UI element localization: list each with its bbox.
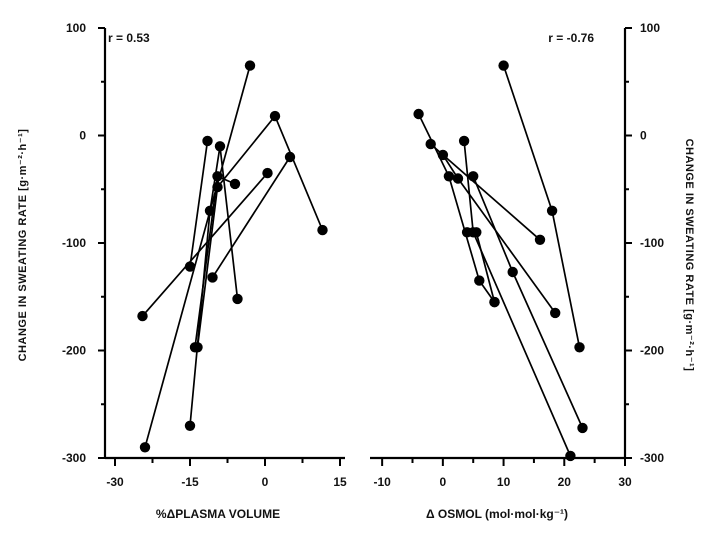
right-x-tick-label: 10 [497,475,511,489]
right-y-tick-label: 100 [640,21,660,35]
left-data-point [232,293,243,305]
right-annotation: r = -0.76 [548,31,594,45]
left-points [137,60,328,453]
left-y-tick-label: -300 [62,451,86,465]
left-data-point [184,261,196,272]
left-data-point [137,310,148,322]
left-data-point [202,135,213,147]
right-data-point [507,266,518,278]
left-series-line [211,156,291,278]
right-data-point [565,450,576,462]
left-lines [141,65,324,448]
left-data-point [214,141,226,152]
left-data-point [184,420,196,431]
left-data-point [244,60,256,71]
right-x-tick-label: 20 [558,475,572,489]
left-data-point [204,205,216,216]
left-data-point [139,442,151,453]
left-x-tick-label: 15 [333,475,347,489]
right-data-point [458,135,470,147]
left-axes [103,28,345,460]
right-series-line [467,231,496,303]
left-data-point [317,224,328,236]
right-x-tick-label: -10 [373,475,391,489]
left-y-tick-label: -200 [62,344,86,358]
left-data-point [269,110,281,122]
right-data-point [443,171,455,182]
right-data-point [574,342,585,353]
right-series-line [502,65,581,348]
left-y-tick-label: 100 [66,21,86,35]
right-data-point [498,60,509,71]
right-x-tick-label: 0 [440,475,447,489]
left-x-axis-label: %ΔPLASMA VOLUME [156,507,280,521]
right-data-point [452,173,464,184]
right-y-tick-label: -300 [640,451,664,465]
right-data-point [534,234,546,245]
right-x-tick-label: 30 [618,475,632,489]
right-data-point [546,205,558,216]
right-data-point [577,422,588,434]
left-data-point [229,178,241,190]
right-data-point [550,307,561,319]
right-x-axis-label: Δ OSMOL (mol·mol·kg⁻¹) [426,507,568,521]
left-x-tick-label: 0 [262,475,269,489]
right-axes [370,28,627,460]
left-ticks: 100 0 -100 -200 -300 -30 -15 0 15 [62,21,347,489]
right-lines [417,65,584,457]
left-data-point [212,181,223,193]
left-y-tick-label: 0 [79,129,86,143]
right-y-axis-label: CHANGE IN SWEATING RATE [g·m⁻²·h⁻¹] [683,139,695,372]
left-x-tick-label: -30 [106,475,124,489]
left-series-line [141,172,269,317]
left-annotation: r = 0.53 [108,31,150,45]
right-data-point [468,171,479,182]
left-series-line [189,140,209,267]
left-data-point [207,272,218,283]
left-data-point [284,151,296,163]
right-data-point [461,227,473,238]
right-y-tick-label: 0 [640,129,647,143]
right-data-point [471,227,482,238]
left-y-tick-label: -100 [62,236,86,250]
left-x-tick-label: -15 [181,475,199,489]
left-series-line [196,114,324,348]
left-data-point [212,171,223,182]
right-y-tick-label: -100 [640,236,664,250]
right-data-point [425,138,436,150]
left-y-axis-label: CHANGE IN SWEATING RATE [g·m⁻²·h⁻¹] [17,129,29,362]
right-data-point [437,149,449,161]
right-data-point [474,275,485,286]
right-data-point [413,108,424,120]
right-y-tick-label: -200 [640,344,664,358]
right-series-line [430,143,541,241]
left-data-point [192,342,203,353]
right-points [413,60,588,462]
left-series-line [144,65,251,448]
left-panel: 100 0 -100 -200 -300 -30 -15 0 15 r = 0.53 %ΔPLA… [17,21,347,521]
left-data-point [262,167,273,179]
right-data-point [489,296,500,308]
